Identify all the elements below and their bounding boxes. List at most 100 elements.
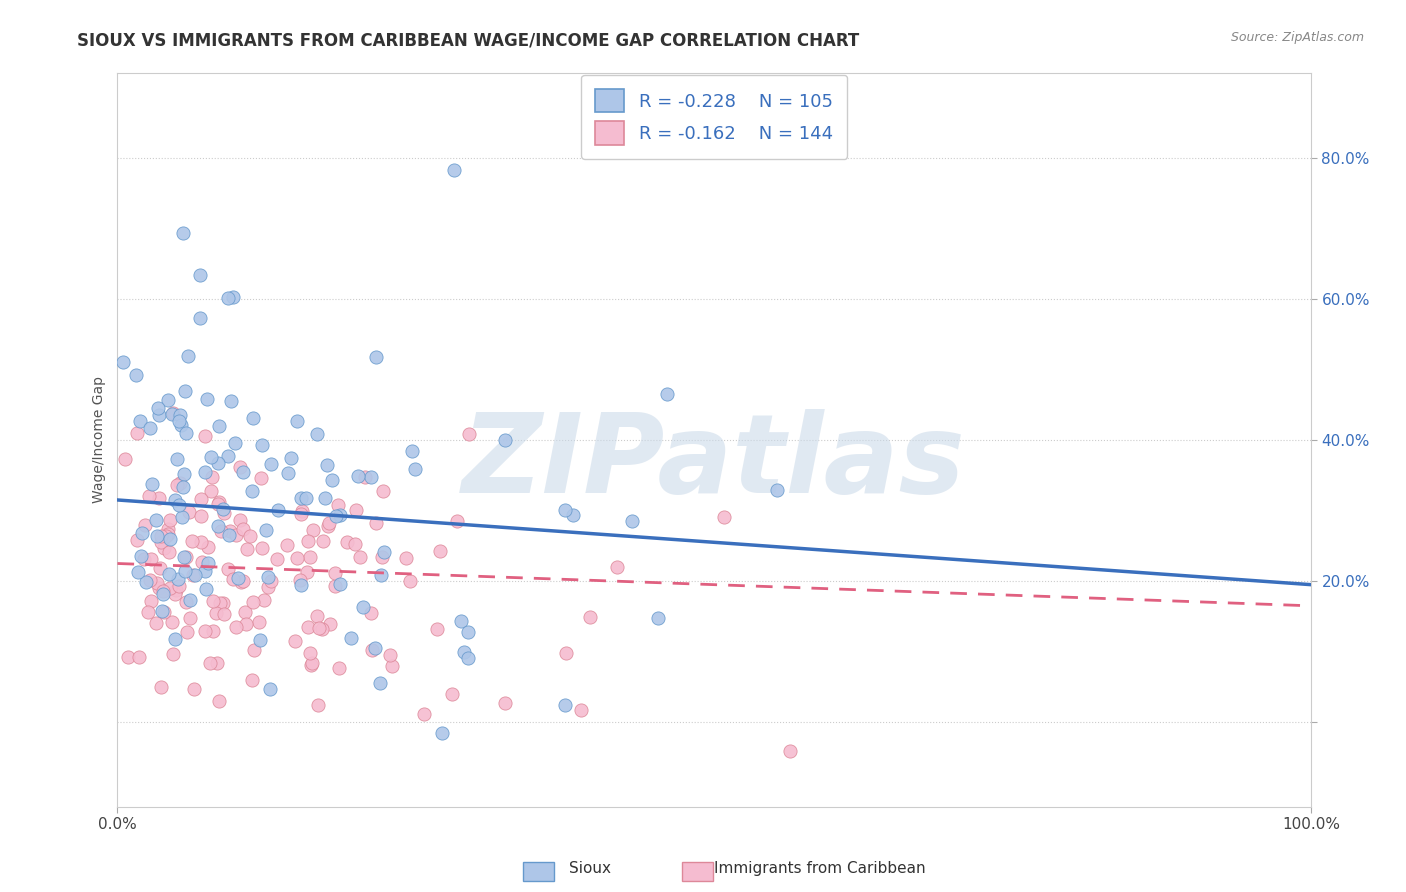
Point (606, 560, 628, 574)
Point (426, 623, 449, 637)
Point (236, 542, 259, 557)
Point (360, 606, 382, 620)
Point (170, 510, 193, 524)
Point (197, 556, 219, 570)
Point (314, 491, 336, 505)
Point (167, 414, 190, 428)
Point (321, 473, 343, 487)
Point (139, 594, 162, 608)
Point (174, 595, 197, 609)
Point (284, 633, 307, 648)
Point (277, 467, 299, 481)
Point (380, 648, 402, 662)
Point (148, 581, 170, 595)
Point (194, 564, 217, 578)
Point (554, 698, 576, 712)
Point (176, 425, 198, 440)
Point (257, 570, 280, 584)
Point (361, 643, 384, 657)
Point (190, 535, 212, 549)
Text: SIOUX VS IMMIGRANTS FROM CARIBBEAN WAGE/INCOME GAP CORRELATION CHART: SIOUX VS IMMIGRANTS FROM CARIBBEAN WAGE/… (77, 31, 859, 49)
Point (200, 450, 222, 464)
Point (713, 509, 735, 524)
Point (169, 418, 191, 433)
Point (371, 484, 394, 499)
Point (131, 549, 153, 564)
Point (155, 529, 177, 543)
Point (242, 595, 264, 609)
Point (204, 607, 226, 621)
Point (260, 574, 283, 588)
Point (224, 436, 246, 450)
Point (404, 461, 426, 475)
Point (494, 433, 516, 447)
Point (276, 538, 298, 552)
Point (208, 495, 231, 509)
Point (145, 529, 167, 543)
Point (152, 583, 174, 598)
Point (169, 476, 191, 491)
Point (150, 604, 173, 618)
Point (174, 564, 197, 578)
Point (183, 568, 205, 582)
Point (145, 513, 167, 527)
Point (232, 574, 254, 589)
Point (779, 743, 801, 757)
Point (285, 414, 308, 428)
Point (128, 649, 150, 664)
Y-axis label: Wage/Income Gap: Wage/Income Gap (93, 376, 107, 503)
Point (312, 534, 335, 549)
Point (360, 470, 382, 484)
Point (297, 534, 319, 549)
Point (328, 661, 350, 675)
Point (280, 450, 302, 465)
Point (138, 489, 160, 503)
Point (173, 550, 195, 565)
Point (290, 491, 312, 505)
Point (307, 698, 329, 712)
Point (190, 509, 212, 524)
Point (179, 592, 201, 607)
Point (243, 642, 266, 657)
Point (152, 587, 174, 601)
Point (212, 607, 235, 621)
Point (131, 526, 153, 541)
Point (188, 310, 211, 325)
Point (295, 565, 318, 579)
Point (127, 565, 149, 579)
Point (364, 641, 387, 656)
Point (135, 575, 157, 590)
Point (343, 537, 366, 551)
Point (311, 622, 333, 636)
Point (188, 268, 211, 282)
Text: ZIPatlas: ZIPatlas (463, 409, 966, 516)
Point (229, 574, 252, 589)
Point (194, 428, 217, 442)
Point (240, 484, 263, 499)
Point (218, 527, 240, 541)
Point (305, 426, 328, 441)
Point (167, 579, 190, 593)
Point (129, 414, 152, 428)
Point (370, 567, 392, 582)
Point (217, 449, 239, 463)
Point (172, 226, 194, 240)
Point (657, 387, 679, 401)
Point (371, 549, 394, 564)
Point (401, 444, 423, 458)
Point (117, 650, 139, 665)
Point (579, 609, 602, 624)
Point (134, 518, 156, 533)
Point (288, 573, 311, 587)
Point (179, 611, 201, 625)
Point (157, 566, 180, 581)
Point (308, 621, 330, 635)
Point (136, 605, 159, 619)
Point (297, 620, 319, 634)
Point (299, 658, 322, 673)
Point (148, 491, 170, 505)
Point (340, 631, 363, 645)
Point (149, 681, 172, 695)
Point (368, 676, 391, 690)
Point (240, 673, 263, 687)
